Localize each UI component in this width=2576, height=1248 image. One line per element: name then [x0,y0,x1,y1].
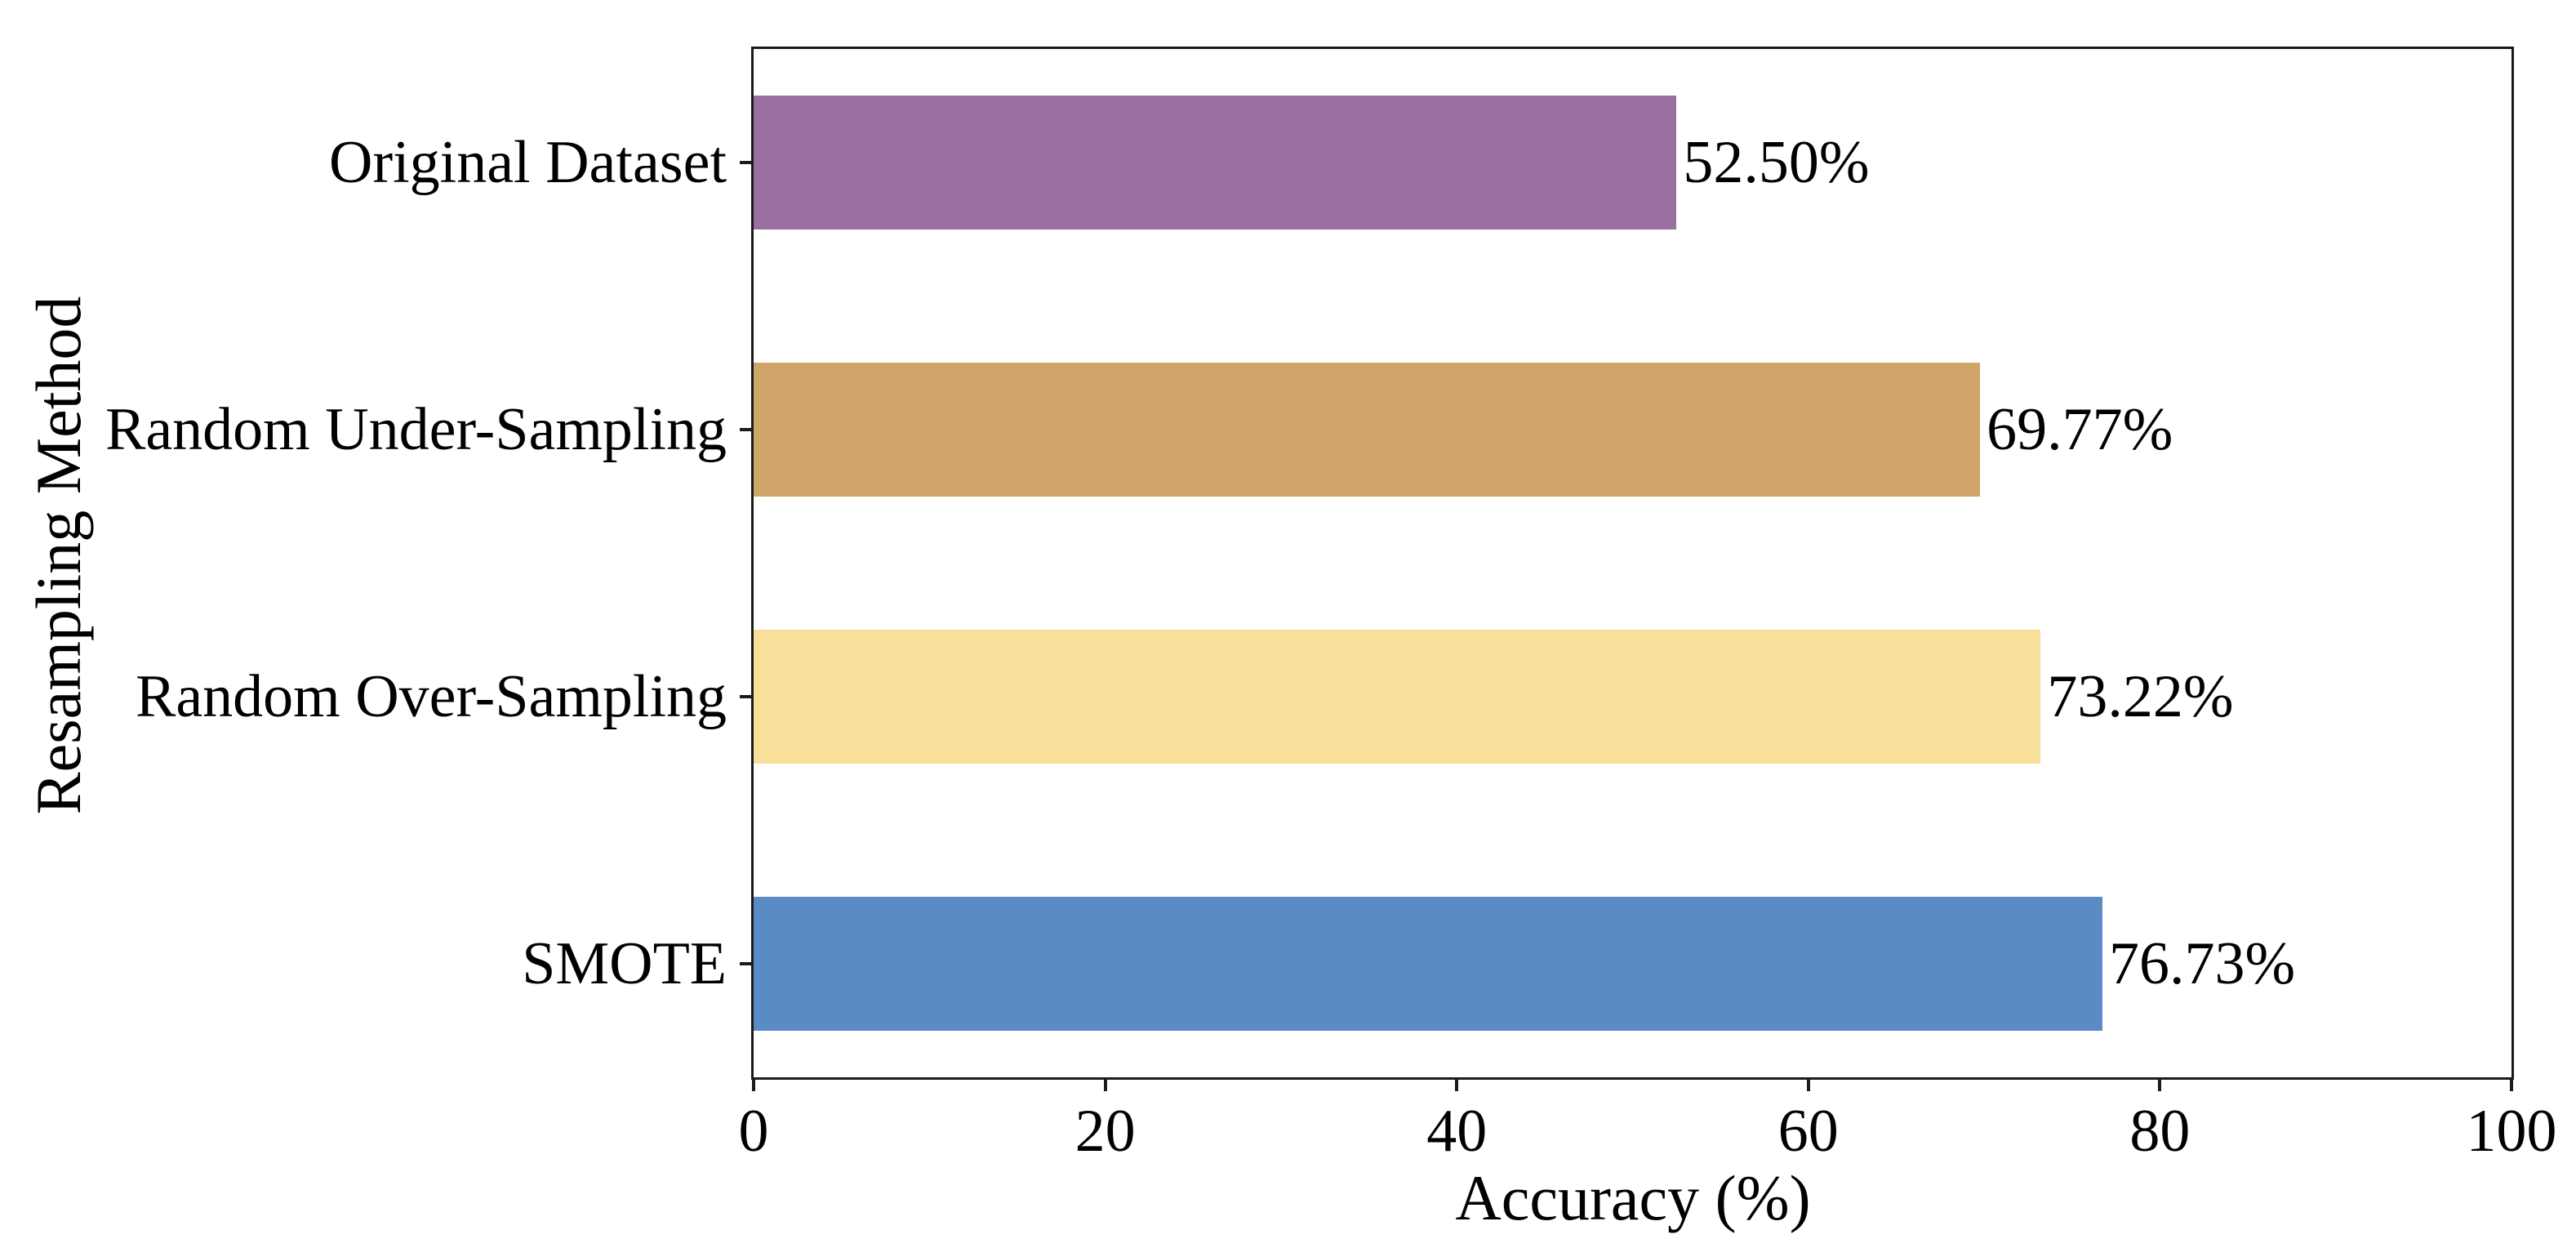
y-axis-title: Resampling Method [23,296,94,815]
y-tick-mark [740,695,751,698]
y-tick-mark [740,962,751,966]
x-tick-mark [1455,1080,1459,1091]
x-tick-label: 100 [2466,1098,2557,1165]
x-tick-mark [1806,1080,1810,1091]
value-label: 76.73% [2108,930,2296,998]
category-label: SMOTE [522,930,727,998]
value-label: 69.77% [1987,395,2173,463]
y-tick-mark [740,160,751,164]
bar [754,897,2102,1031]
category-label: Original Dataset [329,128,727,196]
category-label: Random Under-Sampling [105,395,727,463]
value-label: 52.50% [1683,128,1870,196]
x-tick-mark [1103,1080,1107,1091]
x-tick-mark [752,1080,755,1091]
y-tick-mark [740,427,751,431]
x-tick-label: 60 [1777,1098,1839,1165]
value-label: 73.22% [2047,663,2234,730]
plot-area [751,47,2514,1080]
x-tick-label: 20 [1074,1098,1136,1165]
bar [754,630,2041,764]
x-tick-label: 80 [2129,1098,2191,1165]
x-tick-mark [2158,1080,2162,1091]
bar [754,96,1677,230]
category-label: Random Over-Sampling [135,663,727,730]
bar [754,363,1981,497]
x-tick-label: 40 [1426,1098,1488,1165]
x-tick-label: 0 [738,1098,769,1165]
x-axis-title: Accuracy (%) [1455,1162,1811,1233]
x-tick-mark [2510,1080,2513,1091]
